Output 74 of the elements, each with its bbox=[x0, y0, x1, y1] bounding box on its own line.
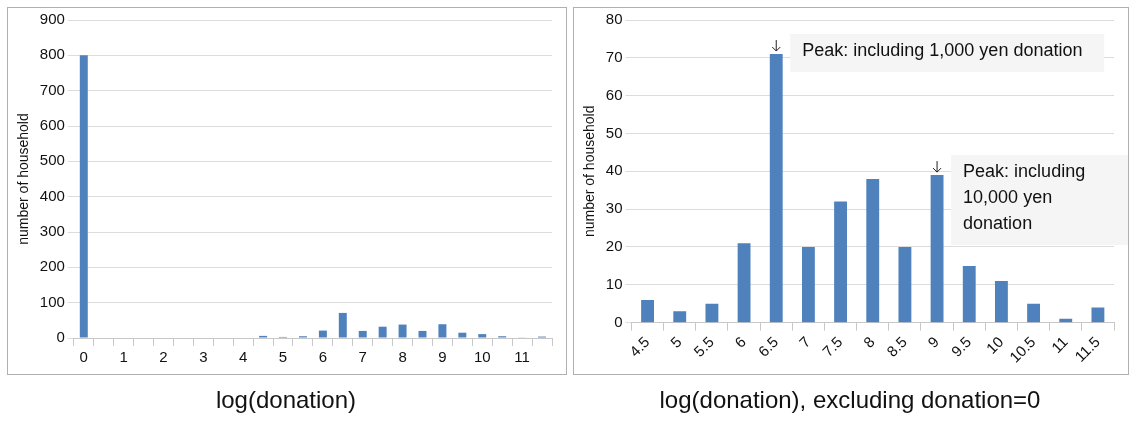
x-tick-label: 3 bbox=[199, 348, 208, 366]
x-tick-label: 5.5 bbox=[690, 333, 717, 360]
y-tick-label: 800 bbox=[39, 45, 65, 63]
x-tick-label: 6 bbox=[318, 348, 328, 366]
y-axis-title: number of household bbox=[15, 113, 32, 245]
y-tick-label: 10 bbox=[605, 274, 623, 292]
bar bbox=[769, 54, 783, 323]
x-tick-label: 7.5 bbox=[818, 333, 846, 360]
x-tick-label: 0 bbox=[79, 348, 88, 366]
bar bbox=[801, 246, 815, 323]
x-axis-title: log(donation), excluding donation=0 bbox=[658, 386, 1042, 414]
x-tick-label: 1 bbox=[119, 348, 128, 366]
y-tick-label: 900 bbox=[39, 10, 65, 28]
y-tick-label: 300 bbox=[39, 222, 65, 240]
bar bbox=[318, 330, 327, 338]
annotation: Peak: including 1,000 yen donation bbox=[802, 40, 1083, 61]
x-tick-label: 4.5 bbox=[625, 333, 653, 360]
bar bbox=[1059, 318, 1073, 323]
bar bbox=[930, 175, 944, 323]
y-tick-label: 80 bbox=[605, 10, 623, 28]
bar bbox=[358, 330, 367, 338]
bar bbox=[438, 324, 447, 338]
x-tick-label: 6.5 bbox=[754, 333, 782, 360]
y-tick-label: 400 bbox=[39, 186, 65, 204]
y-tick-label: 100 bbox=[39, 292, 65, 310]
annotation: Peak: including 10,000 yen donation bbox=[963, 161, 1086, 234]
bar bbox=[673, 311, 687, 323]
x-tick-label: 10 bbox=[982, 333, 1007, 357]
x-tick-label: 2 bbox=[159, 348, 168, 366]
bar bbox=[994, 281, 1008, 323]
bar bbox=[79, 55, 88, 338]
bar bbox=[705, 303, 719, 323]
x-tick-label: 6 bbox=[731, 333, 750, 351]
x-tick-label: 8 bbox=[859, 333, 878, 351]
y-tick-label: 30 bbox=[605, 199, 623, 217]
y-tick-label: 20 bbox=[605, 237, 623, 255]
bar bbox=[898, 246, 912, 323]
x-tick-label: 9 bbox=[438, 348, 447, 366]
x-tick-label: 4 bbox=[239, 348, 248, 366]
x-tick-label: 8.5 bbox=[883, 333, 910, 360]
y-tick-label: 500 bbox=[39, 151, 65, 169]
x-tick-label: 10 bbox=[473, 348, 491, 366]
y-tick-label: 50 bbox=[605, 123, 623, 141]
y-tick-label: 60 bbox=[605, 85, 623, 103]
x-tick-label: 5 bbox=[666, 333, 685, 351]
bar bbox=[1091, 307, 1105, 323]
bar bbox=[458, 332, 467, 338]
bar bbox=[1027, 303, 1041, 323]
y-tick-label: 70 bbox=[605, 47, 623, 65]
x-tick-label: 11 bbox=[1047, 333, 1071, 357]
y-tick-label: 700 bbox=[39, 80, 65, 98]
bar bbox=[737, 243, 751, 323]
x-tick-label: 5 bbox=[278, 348, 288, 366]
x-tick-label: 7 bbox=[358, 348, 367, 366]
bar bbox=[834, 201, 848, 323]
y-axis-title: number of household bbox=[581, 105, 598, 238]
x-axis-title: log(donation) bbox=[214, 386, 358, 414]
bar bbox=[641, 299, 654, 323]
x-tick-label: 11 bbox=[514, 348, 530, 366]
x-tick-label: 9.5 bbox=[947, 333, 975, 360]
y-tick-label: 0 bbox=[614, 312, 623, 330]
x-tick-label: 9 bbox=[924, 333, 943, 351]
bar bbox=[866, 178, 880, 323]
y-tick-label: 40 bbox=[605, 161, 623, 179]
y-tick-label: 200 bbox=[39, 257, 65, 275]
bar bbox=[338, 312, 347, 338]
y-tick-label: 600 bbox=[39, 116, 65, 134]
bar bbox=[418, 330, 427, 338]
bar bbox=[962, 265, 976, 323]
x-tick-label: 7 bbox=[795, 333, 814, 351]
bar bbox=[398, 324, 407, 338]
bar bbox=[478, 334, 487, 338]
x-tick-label: 8 bbox=[398, 348, 407, 366]
bar bbox=[378, 326, 387, 338]
